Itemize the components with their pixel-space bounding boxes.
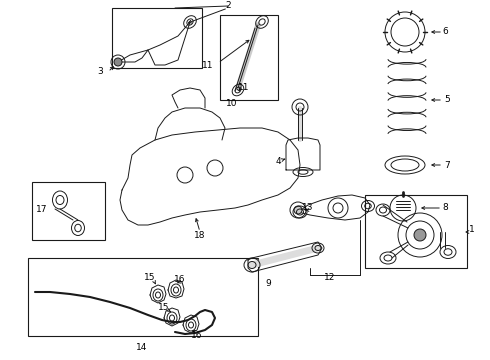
Text: 18: 18: [194, 230, 206, 239]
Text: 9: 9: [265, 279, 271, 288]
Text: 2: 2: [225, 1, 231, 10]
Bar: [28, 258, 258, 336]
Text: 12: 12: [324, 274, 336, 283]
Text: 1: 1: [469, 225, 475, 234]
Bar: [112, 8, 202, 68]
Text: 13: 13: [302, 202, 314, 211]
Bar: [32, 182, 105, 240]
Text: 11: 11: [202, 60, 214, 69]
Text: 8: 8: [442, 203, 448, 212]
Bar: [365, 195, 467, 268]
Circle shape: [294, 206, 302, 214]
Bar: [220, 15, 278, 100]
Text: 17: 17: [36, 206, 48, 215]
Text: 5: 5: [444, 95, 450, 104]
Text: 6: 6: [442, 27, 448, 36]
Circle shape: [414, 229, 426, 241]
Text: 10: 10: [226, 99, 238, 108]
Text: 16: 16: [174, 274, 186, 284]
Text: 15: 15: [158, 303, 170, 312]
Text: 15: 15: [144, 274, 156, 283]
Text: 7: 7: [444, 161, 450, 170]
Text: 4: 4: [275, 158, 281, 166]
Circle shape: [114, 58, 122, 66]
Text: 16: 16: [191, 330, 203, 339]
Text: 11: 11: [238, 84, 250, 93]
Text: 3: 3: [97, 68, 103, 77]
Text: 14: 14: [136, 343, 147, 352]
